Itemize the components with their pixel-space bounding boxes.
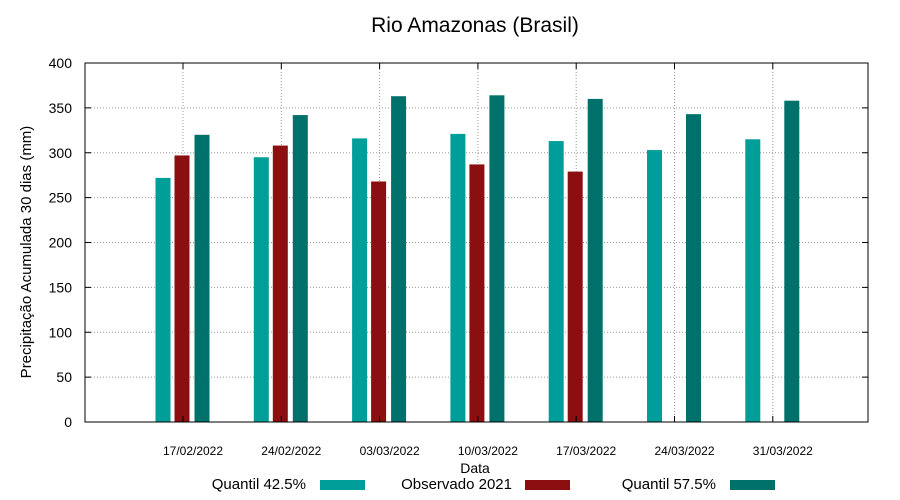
y-tick-label: 150 xyxy=(49,279,73,295)
bar xyxy=(587,98,603,423)
y-tick-label: 50 xyxy=(56,369,72,385)
bar xyxy=(784,100,800,422)
bar xyxy=(272,145,288,422)
legend-swatch xyxy=(730,480,775,490)
legend-swatch xyxy=(525,480,570,490)
y-tick-label: 200 xyxy=(49,235,73,251)
bar xyxy=(548,141,564,422)
bar xyxy=(469,164,485,423)
bar xyxy=(155,177,171,422)
ticks: 0 50 100 150 200 250 300 350 400 17/02/2022 24/02/… xyxy=(49,55,868,458)
y-tick-label: 100 xyxy=(49,324,73,340)
bar xyxy=(391,96,407,423)
legend-label: Observado 2021 xyxy=(401,476,512,493)
x-tick-label: 31/03/2022 xyxy=(753,444,813,458)
y-tick-label: 250 xyxy=(49,190,73,206)
bars xyxy=(155,95,800,423)
legend-swatch xyxy=(320,480,365,490)
bar xyxy=(194,134,210,423)
bar xyxy=(567,171,583,422)
x-tick-label: 17/02/2022 xyxy=(163,444,223,458)
bar xyxy=(174,155,190,422)
bar xyxy=(371,181,387,422)
legend-label: Quantil 57.5% xyxy=(622,476,716,493)
x-tick-label: 10/03/2022 xyxy=(458,444,518,458)
chart-title: Rio Amazonas (Brasil) xyxy=(371,14,579,37)
x-tick-label: 24/02/2022 xyxy=(261,444,321,458)
y-tick-label: 0 xyxy=(64,414,72,430)
bar xyxy=(647,150,662,422)
y-tick-label: 400 xyxy=(49,55,73,71)
bar xyxy=(253,157,269,423)
bar xyxy=(292,115,308,423)
bar xyxy=(352,138,368,422)
x-axis-label: Data xyxy=(460,460,490,476)
x-tick-label: 24/03/2022 xyxy=(654,444,714,458)
bar xyxy=(686,114,701,422)
bar xyxy=(745,139,761,422)
bar xyxy=(450,133,466,422)
y-tick-label: 300 xyxy=(49,145,73,161)
legend: Quantil 42.5% Observado 2021 Quantil 57.5% xyxy=(212,476,775,493)
y-tick-label: 350 xyxy=(49,100,73,116)
y-axis-label: Precipitação Acumulada 30 dias (mm) xyxy=(18,126,35,379)
x-tick-label: 03/03/2022 xyxy=(360,444,420,458)
bar xyxy=(489,95,505,422)
legend-label: Quantil 42.5% xyxy=(212,476,306,493)
x-tick-label: 17/03/2022 xyxy=(556,444,616,458)
